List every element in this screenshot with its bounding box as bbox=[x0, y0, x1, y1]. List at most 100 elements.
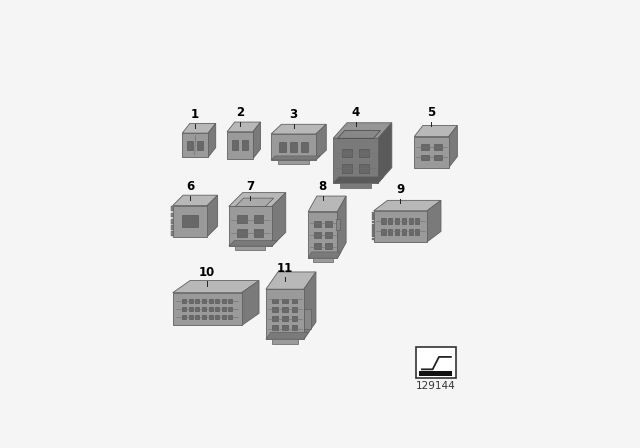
Polygon shape bbox=[308, 252, 341, 258]
Bar bbox=[372, 224, 374, 226]
Polygon shape bbox=[266, 272, 316, 289]
Polygon shape bbox=[337, 196, 346, 258]
Bar bbox=[182, 307, 186, 311]
Polygon shape bbox=[207, 195, 218, 237]
Polygon shape bbox=[427, 200, 441, 242]
Bar bbox=[372, 226, 374, 229]
Bar bbox=[359, 149, 369, 157]
Polygon shape bbox=[173, 280, 259, 293]
Bar bbox=[171, 219, 173, 224]
Polygon shape bbox=[229, 207, 272, 246]
Bar bbox=[209, 314, 212, 319]
Bar bbox=[189, 307, 193, 311]
Bar bbox=[336, 219, 340, 230]
Polygon shape bbox=[271, 156, 320, 160]
Bar bbox=[215, 299, 219, 303]
Bar bbox=[325, 232, 332, 238]
Bar bbox=[195, 314, 200, 319]
Bar bbox=[253, 229, 264, 237]
Bar bbox=[290, 142, 297, 152]
Bar bbox=[273, 325, 278, 330]
Bar bbox=[253, 215, 264, 223]
Bar bbox=[215, 314, 219, 319]
Bar bbox=[209, 299, 212, 303]
Text: 6: 6 bbox=[186, 181, 194, 194]
Bar bbox=[388, 218, 392, 224]
Bar bbox=[237, 229, 247, 237]
Bar bbox=[182, 215, 198, 227]
Polygon shape bbox=[308, 196, 346, 211]
Bar bbox=[416, 347, 456, 378]
Bar bbox=[395, 228, 399, 235]
Text: 5: 5 bbox=[428, 106, 436, 119]
Polygon shape bbox=[414, 125, 458, 137]
Polygon shape bbox=[378, 123, 392, 183]
Bar bbox=[197, 141, 203, 150]
Polygon shape bbox=[333, 123, 392, 138]
Bar bbox=[402, 218, 406, 224]
Bar bbox=[221, 314, 226, 319]
Bar bbox=[215, 307, 219, 311]
Polygon shape bbox=[333, 138, 378, 183]
Polygon shape bbox=[236, 198, 274, 207]
Bar bbox=[314, 232, 321, 238]
Polygon shape bbox=[242, 280, 259, 325]
Bar bbox=[372, 229, 374, 232]
Polygon shape bbox=[414, 137, 449, 168]
Polygon shape bbox=[374, 211, 427, 242]
Polygon shape bbox=[208, 124, 216, 157]
Polygon shape bbox=[374, 200, 441, 211]
Bar bbox=[182, 299, 186, 303]
Bar bbox=[236, 246, 266, 250]
Bar bbox=[188, 141, 193, 150]
Polygon shape bbox=[266, 332, 308, 339]
Polygon shape bbox=[182, 124, 216, 133]
Bar bbox=[415, 218, 419, 224]
Bar bbox=[395, 218, 399, 224]
Bar bbox=[221, 299, 226, 303]
Polygon shape bbox=[227, 132, 253, 159]
Bar bbox=[232, 140, 238, 151]
Bar bbox=[228, 314, 232, 319]
Bar bbox=[171, 231, 173, 236]
Bar bbox=[228, 299, 232, 303]
Bar bbox=[325, 221, 332, 227]
Bar bbox=[381, 228, 385, 235]
Bar bbox=[279, 142, 285, 152]
Bar bbox=[314, 221, 321, 227]
Bar bbox=[237, 215, 247, 223]
Bar bbox=[282, 325, 288, 330]
Bar bbox=[292, 299, 298, 303]
Bar bbox=[195, 299, 200, 303]
Bar bbox=[242, 140, 248, 151]
Bar bbox=[312, 258, 333, 262]
Bar bbox=[202, 307, 206, 311]
Polygon shape bbox=[227, 122, 260, 132]
Bar bbox=[189, 314, 193, 319]
Text: 7: 7 bbox=[246, 181, 255, 194]
Bar bbox=[342, 164, 352, 173]
Bar bbox=[292, 316, 298, 321]
Bar bbox=[301, 142, 308, 152]
Bar bbox=[359, 164, 369, 173]
Bar bbox=[408, 228, 413, 235]
Bar bbox=[314, 243, 321, 249]
Bar bbox=[372, 218, 374, 220]
Polygon shape bbox=[308, 211, 337, 258]
Bar bbox=[228, 307, 232, 311]
Bar bbox=[292, 307, 298, 312]
Bar bbox=[171, 213, 173, 217]
Polygon shape bbox=[333, 177, 383, 183]
Bar bbox=[182, 314, 186, 319]
Bar bbox=[278, 160, 309, 164]
Bar bbox=[202, 299, 206, 303]
Text: 2: 2 bbox=[236, 106, 244, 119]
Bar bbox=[415, 228, 419, 235]
Polygon shape bbox=[316, 124, 326, 160]
Text: 10: 10 bbox=[199, 266, 216, 279]
Text: 4: 4 bbox=[351, 106, 360, 119]
Polygon shape bbox=[271, 124, 326, 134]
Polygon shape bbox=[229, 241, 278, 246]
Bar bbox=[171, 207, 173, 211]
Text: 9: 9 bbox=[396, 183, 404, 196]
